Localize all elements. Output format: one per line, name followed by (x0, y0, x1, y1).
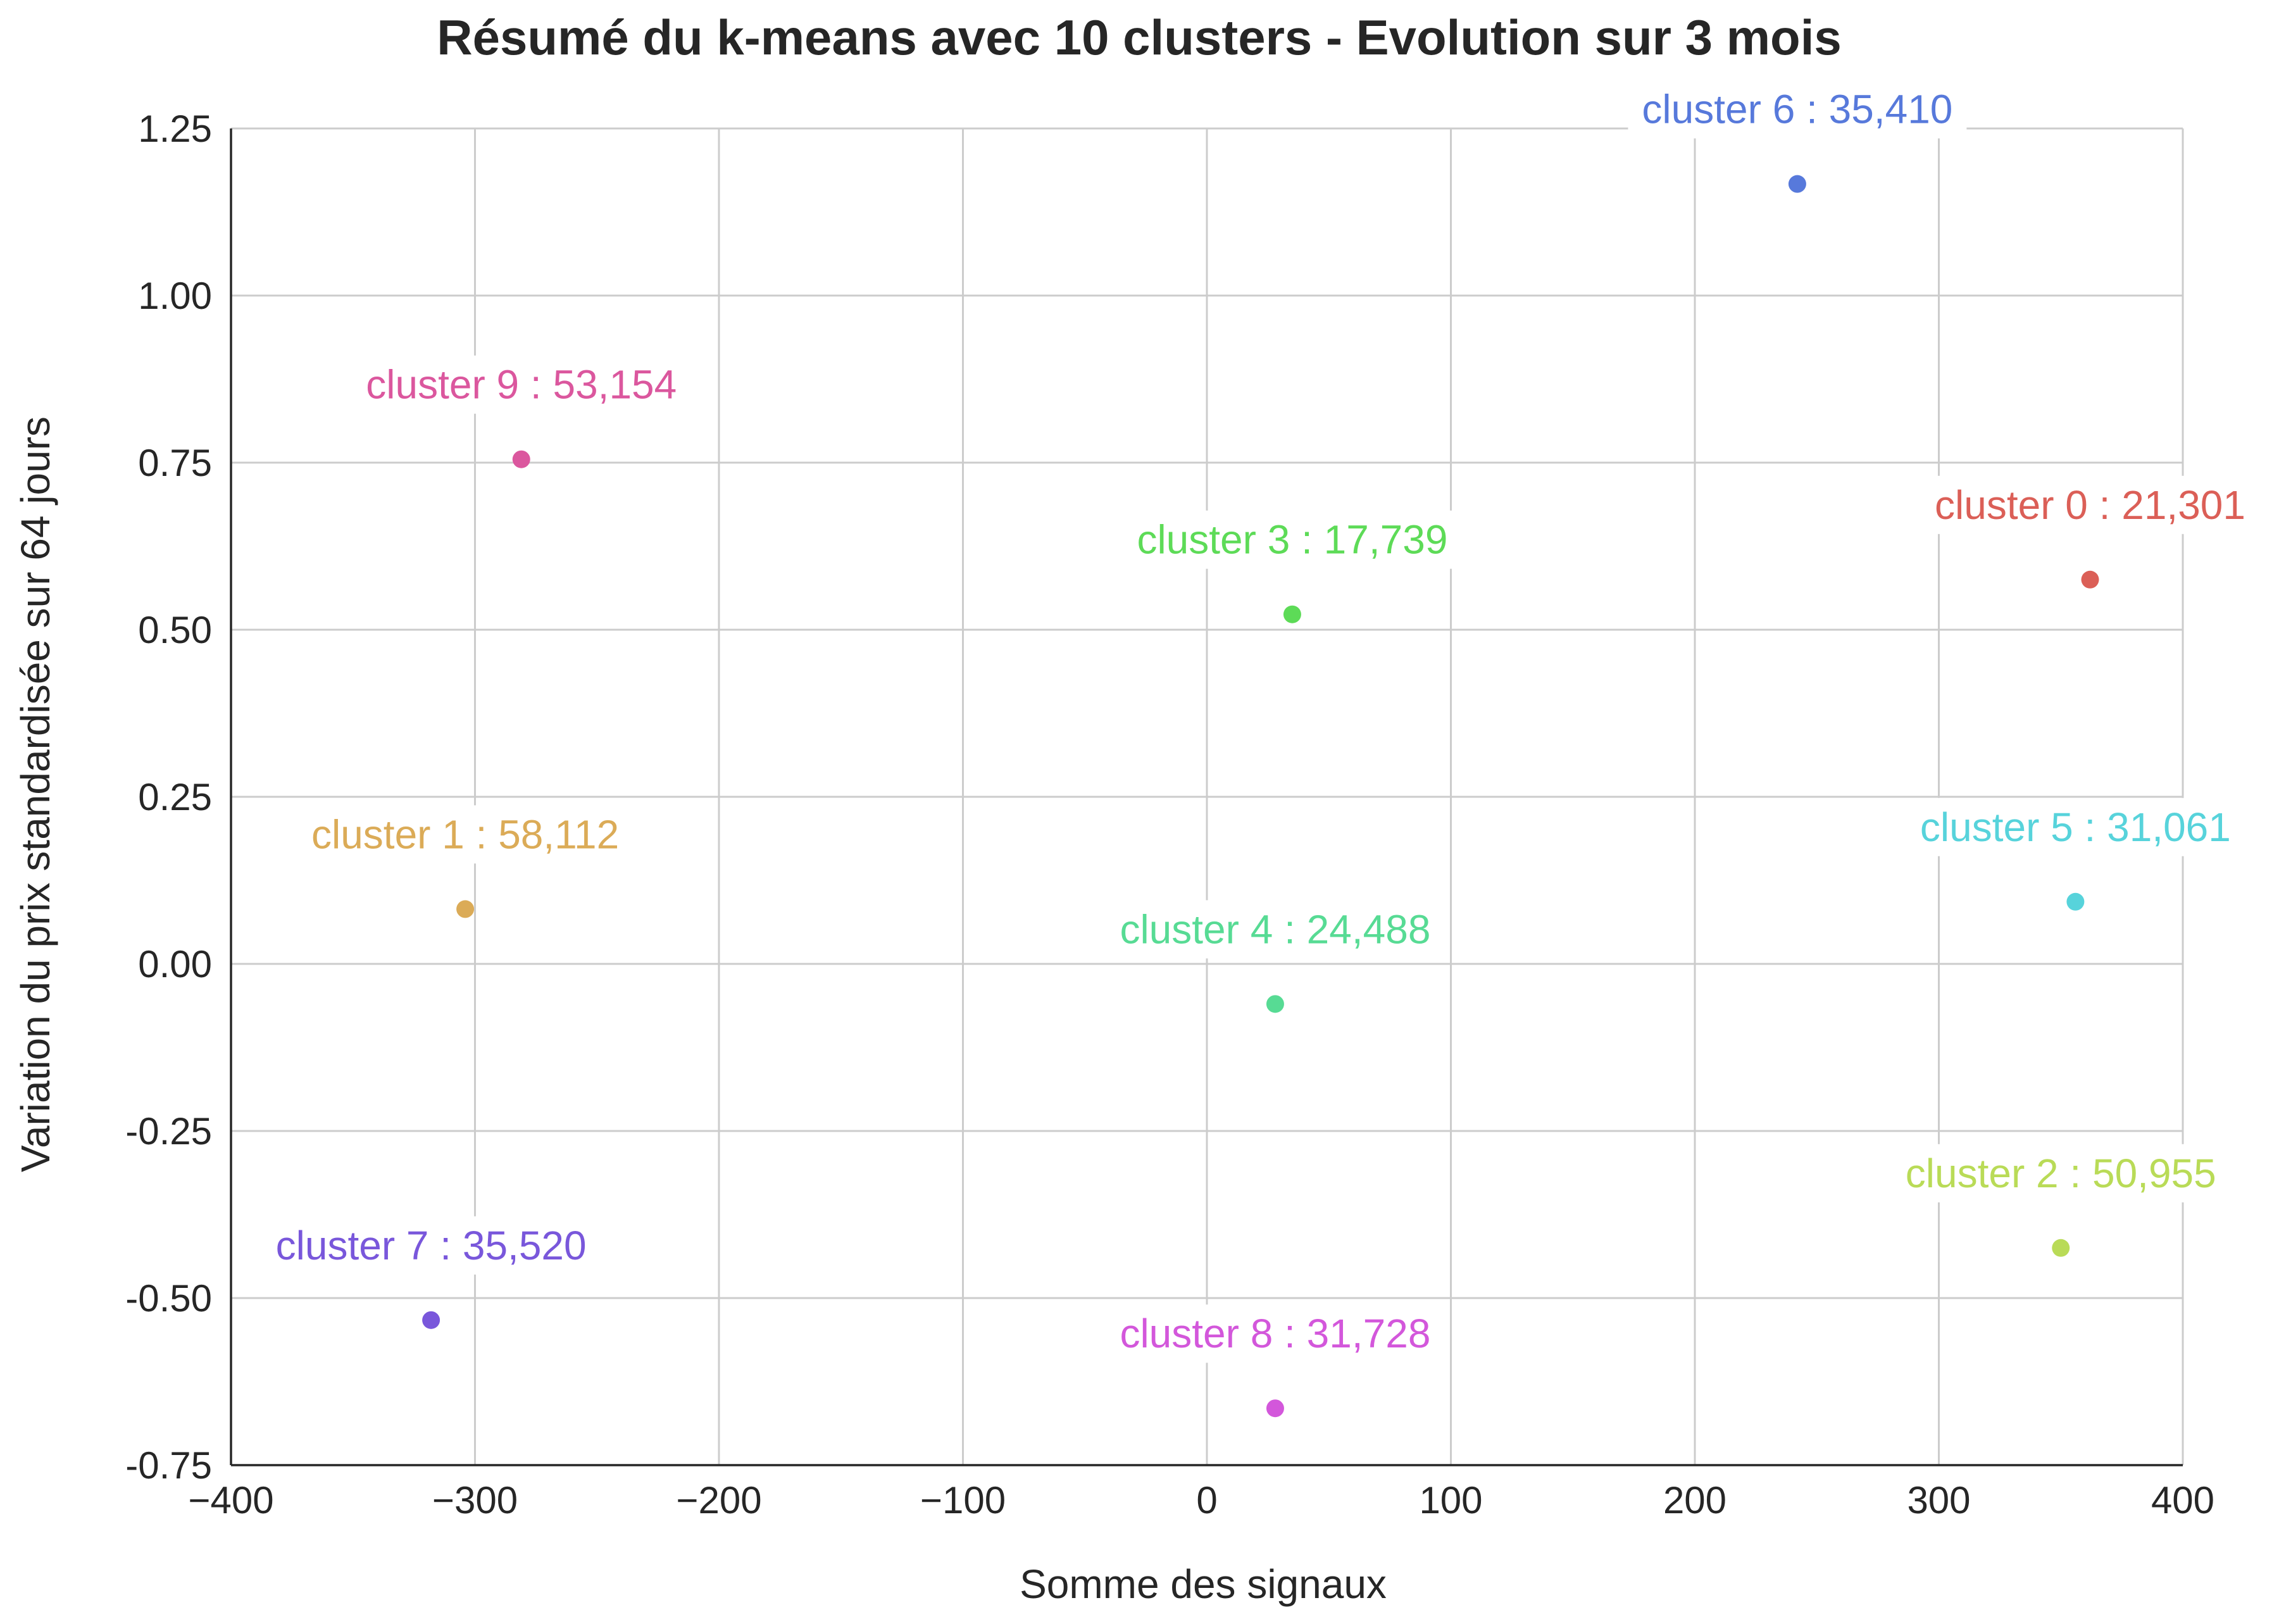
point-label: cluster 9 : 53,154 (366, 362, 677, 408)
data-point (512, 450, 530, 468)
point-label-background (1123, 510, 1462, 569)
data-point (1283, 605, 1301, 623)
point-label: cluster 4 : 24,488 (1120, 906, 1430, 952)
x-axis-label: Somme des signaux (1020, 1561, 1387, 1607)
y-tick-label: 1.00 (138, 275, 212, 317)
point-labels: cluster 0 : 21,301 cluster 1 : 58,112 clus… (261, 80, 2259, 1363)
data-point (1266, 1399, 1284, 1418)
point-label-background (352, 355, 691, 414)
point-label-background (261, 1216, 601, 1275)
y-tick-label: 0.00 (138, 943, 212, 985)
point-label-background (1106, 900, 1445, 959)
x-tick-label: 400 (2151, 1479, 2214, 1521)
y-tick-label: 0.25 (138, 776, 212, 818)
axes-spines (230, 128, 2183, 1466)
point-label: cluster 8 : 31,728 (1120, 1311, 1430, 1356)
point-label: cluster 0 : 21,301 (1935, 482, 2245, 528)
data-points (422, 175, 2099, 1418)
y-axis-label: Variation du prix standardisée sur 64 jo… (13, 416, 58, 1172)
y-tick-label: 1.25 (138, 108, 212, 150)
x-tick-labels: −400 −300 −200 −100 0 100 200 300 400 (188, 1479, 2214, 1521)
y-tick-label: -0.50 (125, 1277, 212, 1320)
x-tick-label: −400 (188, 1479, 273, 1521)
x-tick-label: 200 (1663, 1479, 1726, 1521)
x-tick-label: 0 (1196, 1479, 1217, 1521)
point-label: cluster 7 : 35,520 (276, 1223, 587, 1268)
x-tick-label: −300 (432, 1479, 518, 1521)
data-point (2052, 1239, 2070, 1257)
x-tick-label: −200 (676, 1479, 761, 1521)
x-tick-label: 300 (1907, 1479, 1970, 1521)
point-label-background (1106, 1304, 1445, 1363)
point-label: cluster 3 : 17,739 (1137, 517, 1447, 563)
data-point (2081, 570, 2099, 589)
x-tick-label: 100 (1419, 1479, 1482, 1521)
chart-title: Résumé du k-means avec 10 clusters - Evo… (437, 9, 1842, 65)
point-label-background (1891, 1144, 2230, 1202)
x-tick-label: −100 (920, 1479, 1006, 1521)
point-label-background (1628, 80, 1967, 139)
data-point (1788, 175, 1806, 193)
data-point (422, 1311, 440, 1329)
data-point (1266, 995, 1284, 1013)
y-tick-labels: 1.25 1.00 0.75 0.50 0.25 0.00 -0.25 -0.50 -0.75 (125, 108, 212, 1487)
y-tick-label: -0.75 (125, 1444, 212, 1487)
point-label-background (1906, 797, 2245, 856)
point-label: cluster 6 : 35,410 (1642, 87, 1952, 132)
y-tick-label: -0.25 (125, 1110, 212, 1152)
point-label: cluster 1 : 58,112 (311, 811, 619, 857)
y-tick-label: 0.75 (138, 442, 212, 484)
point-label-background (1921, 475, 2259, 534)
y-tick-label: 0.50 (138, 609, 212, 651)
point-label-background (297, 805, 634, 864)
point-label: cluster 5 : 31,061 (1920, 804, 2231, 850)
point-label: cluster 2 : 50,955 (1906, 1151, 2216, 1196)
data-point (456, 900, 475, 918)
data-point (2066, 892, 2085, 911)
